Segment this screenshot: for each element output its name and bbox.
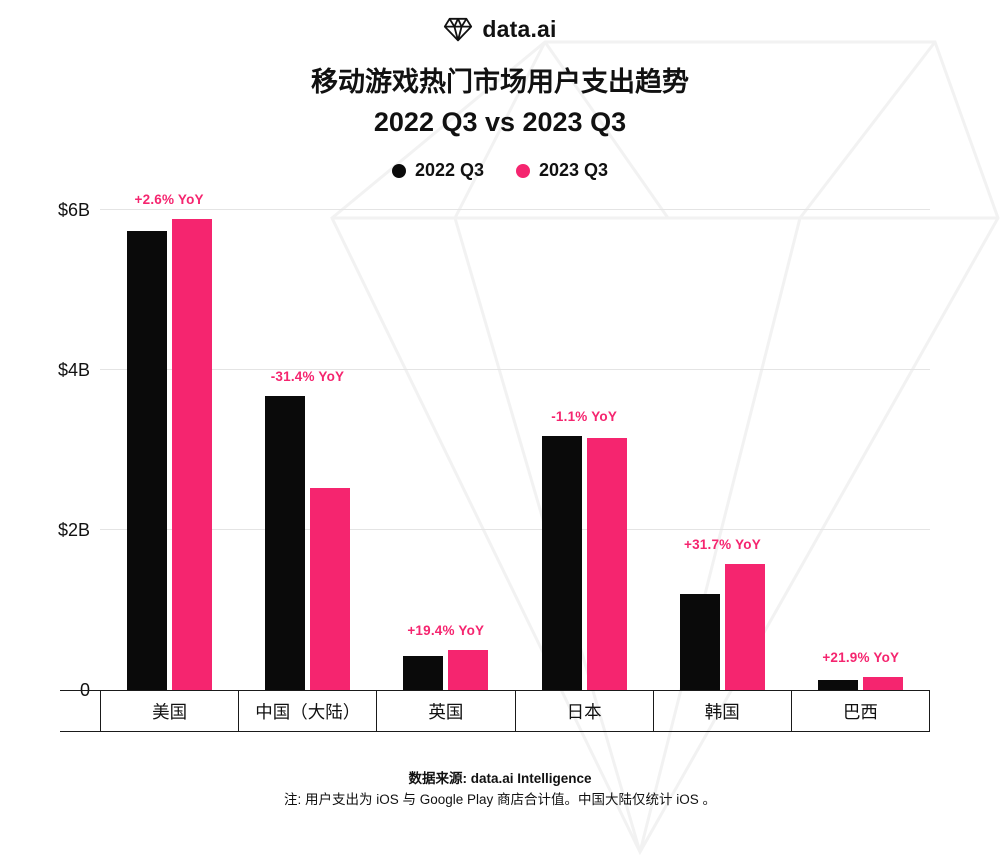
category-label: 巴西	[790, 691, 931, 731]
gridline	[100, 369, 930, 370]
bar-2023-q3	[863, 677, 904, 690]
footer: 数据来源: data.ai Intelligence 注: 用户支出为 iOS …	[0, 768, 1000, 810]
bar-groups: +2.6% YoY -31.4% YoY +19.4% YoY -1.1% YoY +3…	[100, 190, 930, 690]
legend-dot-2022q3	[391, 163, 406, 178]
x-axis-spacer	[60, 691, 100, 731]
chart-title-line1: 移动游戏热门市场用户支出趋势	[311, 67, 689, 97]
yoy-change-label: +19.4% YoY	[407, 623, 485, 638]
yoy-change-label: +21.9% YoY	[822, 650, 900, 666]
dataai-gem-icon	[444, 17, 473, 42]
brand-header: data.ai	[0, 10, 1000, 48]
footnote-text: 注: 用户支出为 iOS 与 Google Play 商店合计值。中国大陆仅统计…	[283, 792, 717, 807]
bar-2022-q3	[818, 679, 859, 690]
legend-item-2022q3: 2022 Q3	[391, 160, 484, 181]
chart-title: 移动游戏热门市场用户支出趋势 2022 Q3 vs 2023 Q3	[0, 62, 1000, 142]
chart-title-line2: 2022 Q3 vs 2023 Q3	[373, 107, 627, 137]
x-axis-band: 美国 中国（大陆） 英国 日本 韩国 巴西	[60, 690, 931, 732]
plot-area: +2.6% YoY -31.4% YoY +19.4% YoY -1.1% YoY +3…	[100, 190, 930, 690]
yoy-change-label: -1.1% YoY	[551, 408, 618, 424]
category-label: 韩国	[652, 691, 791, 731]
bar-group: +19.4% YoY	[377, 190, 515, 690]
bar-group: +21.9% YoY	[792, 190, 930, 690]
bar-group: -1.1% YoY	[515, 190, 653, 690]
yoy-change-label: +2.6% YoY	[134, 191, 204, 207]
y-axis: $6B $4B $2B 0	[26, 190, 90, 700]
legend-label-2022q3: 2022 Q3	[414, 160, 484, 180]
legend-label-2023q3: 2023 Q3	[539, 160, 609, 180]
bar-2022-q3	[126, 230, 167, 690]
bar-group: +2.6% YoY	[100, 190, 238, 690]
bar-2022-q3	[403, 656, 444, 690]
category-label: 英国	[376, 691, 514, 731]
gridline	[100, 209, 930, 210]
legend-item-2023q3: 2023 Q3	[516, 160, 608, 181]
y-axis-tick-label: $6B	[57, 200, 90, 220]
category-label: 日本	[514, 691, 653, 731]
bar-group: -31.4% YoY	[238, 190, 376, 690]
bar-2023-q3	[724, 563, 765, 690]
yoy-change-label: -31.4% YoY	[270, 369, 345, 385]
bar-2023-q3	[586, 438, 627, 690]
category-label: 中国（大陆）	[238, 691, 376, 731]
bar-2022-q3	[264, 396, 305, 690]
legend-dot-2023q3	[516, 163, 530, 178]
yoy-change-label: +31.7% YoY	[684, 536, 761, 552]
bar-2022-q3	[541, 435, 582, 690]
brand-logo-text: data.ai	[482, 15, 557, 42]
bar-2023-q3	[309, 488, 350, 690]
gridline	[100, 529, 930, 530]
data-source-text: 数据来源: data.ai Intelligence	[408, 771, 592, 786]
bar-2023-q3	[448, 650, 489, 690]
y-axis-tick-label: $4B	[57, 360, 90, 380]
bar-group: +31.7% YoY	[653, 190, 791, 690]
legend: 2022 Q3 2023 Q3	[0, 160, 1000, 181]
category-label: 美国	[100, 691, 238, 731]
bar-2022-q3	[679, 594, 720, 690]
bar-2023-q3	[171, 218, 212, 690]
y-axis-tick-label: $2B	[57, 520, 90, 540]
